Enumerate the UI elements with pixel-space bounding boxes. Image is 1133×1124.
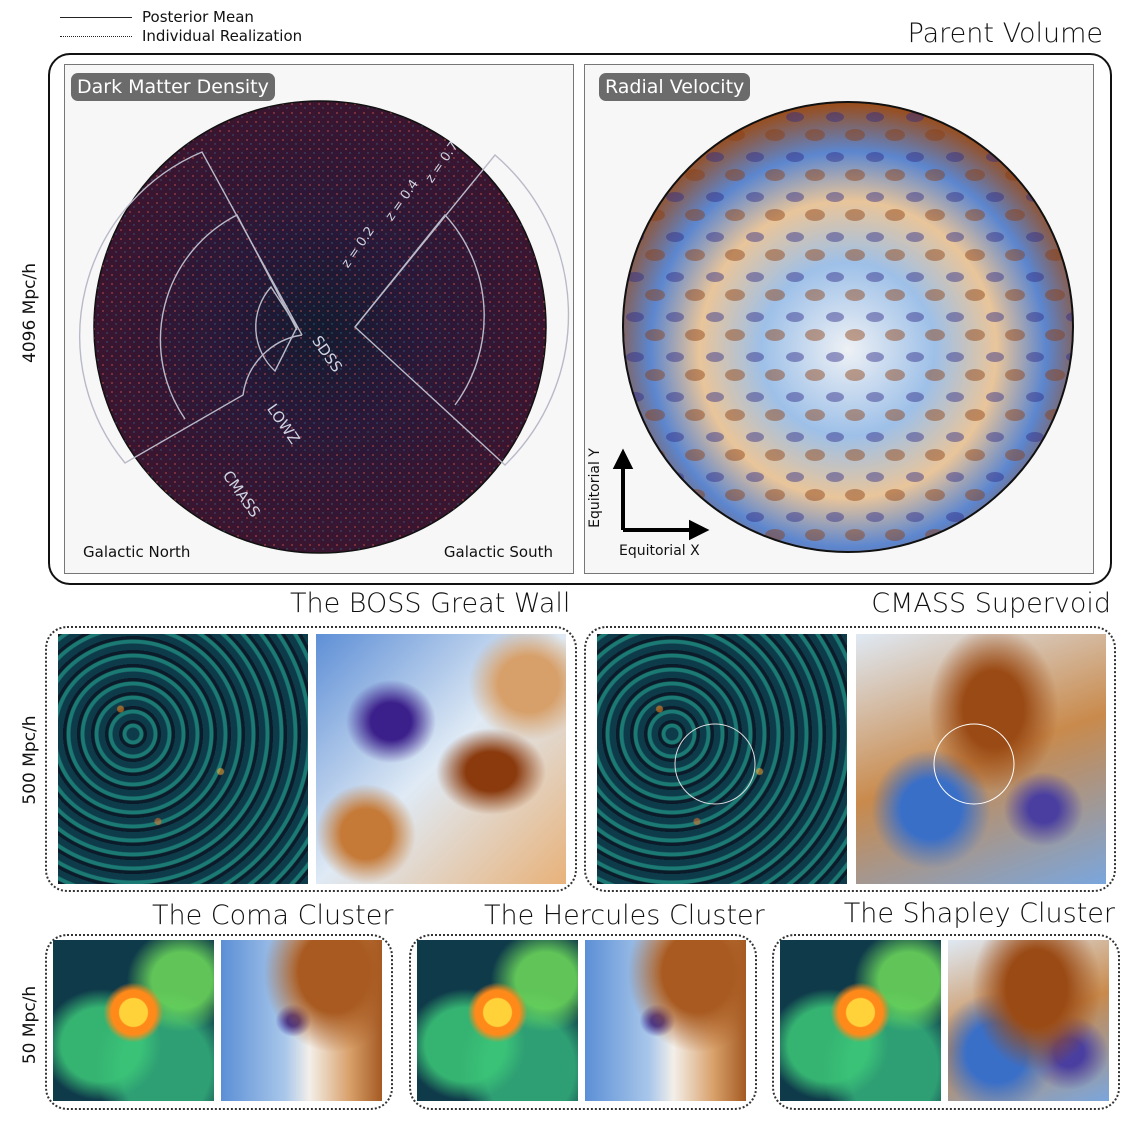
supervoid-velocity-circle-marker <box>933 723 1015 805</box>
equitorial-y-label: Equitorial Y <box>586 448 603 528</box>
boss-great-wall-frame <box>45 626 577 892</box>
cmass-supervoid-title: CMASS Supervoid <box>871 588 1111 619</box>
shapley-cluster-velocity-image <box>948 940 1109 1101</box>
parent-volume-frame <box>48 53 1112 585</box>
cmass-supervoid-density-image <box>597 634 847 884</box>
legend-realization-label: Individual Realization <box>142 27 303 45</box>
supervoid-circle-marker <box>674 723 756 805</box>
dark-matter-panel: Dark Matter Density Galactic North Galac… <box>64 64 574 574</box>
coma-cluster-velocity-image <box>221 940 382 1101</box>
coma-cluster-density-image <box>53 940 214 1101</box>
legend-mean-label: Posterior Mean <box>142 8 254 26</box>
shapley-cluster-title: The Shapley Cluster <box>843 898 1115 929</box>
boss-great-wall-velocity-image <box>316 634 566 884</box>
legend-mean: Posterior Mean <box>60 8 254 26</box>
galactic-north-label: Galactic North <box>83 543 191 561</box>
radial-velocity-tag: Radial Velocity <box>599 73 751 101</box>
hercules-cluster-frame <box>409 934 757 1110</box>
cmass-supervoid-velocity-image <box>856 634 1106 884</box>
radial-velocity-panel: Radial Velocity Equitorial Y Equitorial … <box>584 64 1094 574</box>
dark-matter-map <box>79 100 570 554</box>
mid-scale-label: 500 Mpc/h <box>20 715 40 805</box>
coma-cluster-frame <box>45 934 393 1110</box>
radial-velocity-map <box>612 101 1074 553</box>
coma-cluster-title: The Coma Cluster <box>152 900 394 931</box>
dark-matter-tag: Dark Matter Density <box>71 73 275 101</box>
parent-scale-label: 4096 Mpc/h <box>20 263 40 363</box>
equitorial-x-label: Equitorial X <box>619 543 700 559</box>
cmass-supervoid-frame <box>584 626 1116 892</box>
boss-great-wall-title: The BOSS Great Wall <box>290 588 571 619</box>
parent-volume-title: Parent Volume <box>907 18 1103 49</box>
legend-realization: Individual Realization <box>60 27 302 45</box>
hercules-cluster-density-image <box>417 940 578 1101</box>
dotted-line-swatch <box>60 35 132 37</box>
galactic-south-label: Galactic South <box>443 543 553 561</box>
hercules-cluster-velocity-image <box>585 940 746 1101</box>
low-scale-label: 50 Mpc/h <box>20 985 40 1065</box>
shapley-cluster-frame <box>772 934 1120 1110</box>
boss-great-wall-density-image <box>58 634 308 884</box>
shapley-cluster-density-image <box>780 940 941 1101</box>
solid-line-swatch <box>60 16 132 18</box>
hercules-cluster-title: The Hercules Cluster <box>484 900 765 931</box>
